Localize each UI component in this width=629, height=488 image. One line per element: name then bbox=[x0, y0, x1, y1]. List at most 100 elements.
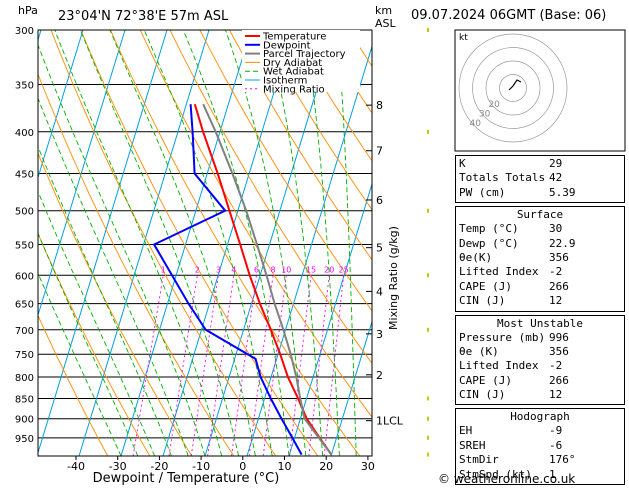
wet-adiabat-line bbox=[225, 30, 307, 456]
km-tick-label: 3 bbox=[376, 328, 383, 341]
dewpoint-line bbox=[152, 104, 303, 456]
pressure-tick-label: 750 bbox=[15, 350, 34, 361]
surface-title: Surface bbox=[516, 208, 564, 222]
km-label: km bbox=[375, 4, 392, 17]
pressure-tick-label: 550 bbox=[15, 240, 34, 251]
index-row: Totals Totals 42 bbox=[459, 171, 621, 185]
most-unstable-row: CAPE (J) 266 bbox=[459, 374, 621, 388]
hodograph-stat-row: SREH -6 bbox=[459, 439, 621, 453]
datetime-label: 09.07.2024 06GMT (Base: 06) bbox=[411, 8, 607, 23]
x-tick-label: 20 bbox=[319, 460, 333, 473]
surface-label: Temp (°C) bbox=[459, 222, 519, 236]
hodograph-stats-title: Hodograph bbox=[510, 410, 570, 424]
dry-adiabat-line bbox=[38, 314, 109, 456]
dry-adiabat-line bbox=[199, 30, 372, 312]
pressure-tick-label: 900 bbox=[15, 415, 34, 426]
index-row: K 29 bbox=[459, 157, 621, 171]
x-axis-title: Dewpoint / Temperature (°C) bbox=[93, 471, 280, 486]
dry-adiabat-line bbox=[258, 30, 372, 211]
surface-value: 356 bbox=[549, 250, 569, 264]
hodograph-ring-label: 20 bbox=[488, 100, 500, 110]
x-tick-label: -40 bbox=[67, 460, 85, 473]
surface-row: θe(K) 356 bbox=[459, 251, 621, 265]
plot-frame bbox=[37, 29, 373, 457]
most-unstable-value: 996 bbox=[549, 330, 569, 344]
isotherm-line bbox=[38, 30, 84, 180]
surface-row: Lifted Index -2 bbox=[459, 265, 621, 279]
index-value: 42 bbox=[549, 171, 563, 185]
most-unstable-label: θe (K) bbox=[459, 344, 499, 358]
surface-value: 22.9 bbox=[549, 236, 576, 250]
surface-label: CAPE (J) bbox=[459, 279, 512, 293]
surface-value: 30 bbox=[549, 222, 563, 236]
hodograph-ring bbox=[472, 47, 554, 129]
wet-adiabat-line bbox=[38, 43, 206, 456]
hodograph-stat-label: StmSpd (kt) bbox=[459, 467, 532, 481]
dry-adiabat-line bbox=[229, 30, 372, 261]
wet-adiabat-line bbox=[337, 30, 357, 456]
km-tick-label: 6 bbox=[376, 194, 383, 207]
hodograph-ring bbox=[485, 60, 541, 116]
most-unstable-box: Most Unstable Pressure (mb) 996 θe (K) 356 L… bbox=[455, 314, 625, 406]
credit-label: © weatheronline.co.uk bbox=[438, 472, 576, 486]
most-unstable-title: Most Unstable bbox=[496, 316, 584, 330]
pressure-tick-label: 650 bbox=[15, 300, 34, 311]
x-tick-label: 30 bbox=[361, 460, 375, 473]
most-unstable-value: 356 bbox=[549, 344, 569, 358]
x-tick-label: -30 bbox=[109, 460, 127, 473]
km-tick-label: 8 bbox=[376, 99, 383, 112]
most-unstable-label: CAPE (J) bbox=[459, 373, 512, 387]
legend-item: Isotherm bbox=[263, 76, 307, 87]
most-unstable-value: -2 bbox=[549, 359, 563, 373]
temperature-line bbox=[193, 103, 333, 456]
pressure-tick-label: 500 bbox=[15, 207, 34, 218]
mixing-ratio-line bbox=[289, 275, 312, 456]
hodograph-stat-label: EH bbox=[459, 424, 473, 438]
surface-label: Lifted Index bbox=[459, 265, 539, 279]
pressure-tick-label: 600 bbox=[15, 271, 34, 282]
surface-value: 12 bbox=[549, 294, 563, 308]
km-tick-label: 2 bbox=[376, 369, 383, 382]
km-tick-label: 4 bbox=[376, 285, 383, 298]
km-tick-label: 5 bbox=[376, 242, 383, 255]
parcel-trajectory-line bbox=[202, 103, 333, 456]
hodograph-stat-label: SREH bbox=[459, 438, 486, 452]
index-row: PW (cm) 5.39 bbox=[459, 186, 621, 200]
index-label: PW (cm) bbox=[459, 185, 506, 199]
most-unstable-value: 12 bbox=[549, 388, 563, 402]
dry-adiabat-line bbox=[38, 152, 193, 456]
dry-adiabat-line bbox=[139, 30, 372, 418]
pressure-tick-label: 800 bbox=[15, 373, 34, 384]
dry-adiabat-line bbox=[288, 30, 372, 162]
isotherm-line bbox=[204, 30, 336, 456]
legend-item: Mixing Ratio bbox=[263, 84, 325, 95]
hodograph-ring bbox=[458, 33, 568, 143]
hodograph-stat-label: StmDir bbox=[459, 453, 499, 467]
location-label: 23°04'N 72°38'E 57m ASL bbox=[58, 9, 229, 24]
isotherm-line bbox=[162, 30, 294, 456]
most-unstable-row: CIN (J) 12 bbox=[459, 388, 621, 402]
hodograph-stat-value: -6 bbox=[549, 438, 563, 452]
wet-adiabat-line bbox=[109, 30, 256, 456]
surface-row: CAPE (J) 266 bbox=[459, 280, 621, 294]
wet-adiabat-line bbox=[79, 30, 240, 456]
surface-value: -2 bbox=[549, 265, 563, 279]
hodograph-stat-row: StmSpd (kt) 1 bbox=[459, 468, 621, 482]
x-tick-label: -20 bbox=[150, 460, 168, 473]
wet-adiabat-line bbox=[38, 97, 189, 456]
dry-adiabat-line bbox=[110, 30, 361, 456]
legend-item: Temperature bbox=[262, 32, 326, 43]
pressure-unit-label: hPa bbox=[18, 4, 38, 17]
pressure-tick-label: 700 bbox=[15, 326, 34, 337]
mixing-ratio-line bbox=[231, 275, 257, 456]
hodograph-ring-label: 30 bbox=[479, 109, 491, 119]
mixing-ratio-line bbox=[207, 275, 235, 456]
mixing-ratio-label: 2 bbox=[195, 265, 200, 274]
hodograph-ring bbox=[499, 74, 527, 102]
wet-adiabat-line bbox=[266, 30, 324, 456]
most-unstable-label: Lifted Index bbox=[459, 359, 539, 373]
hodograph-stats-box: Hodograph EH -9 SREH -6 StmDir 176° StmSpd (kt… bbox=[455, 408, 625, 486]
pressure-tick-label: 850 bbox=[15, 394, 34, 405]
isotherm-line bbox=[38, 30, 168, 455]
